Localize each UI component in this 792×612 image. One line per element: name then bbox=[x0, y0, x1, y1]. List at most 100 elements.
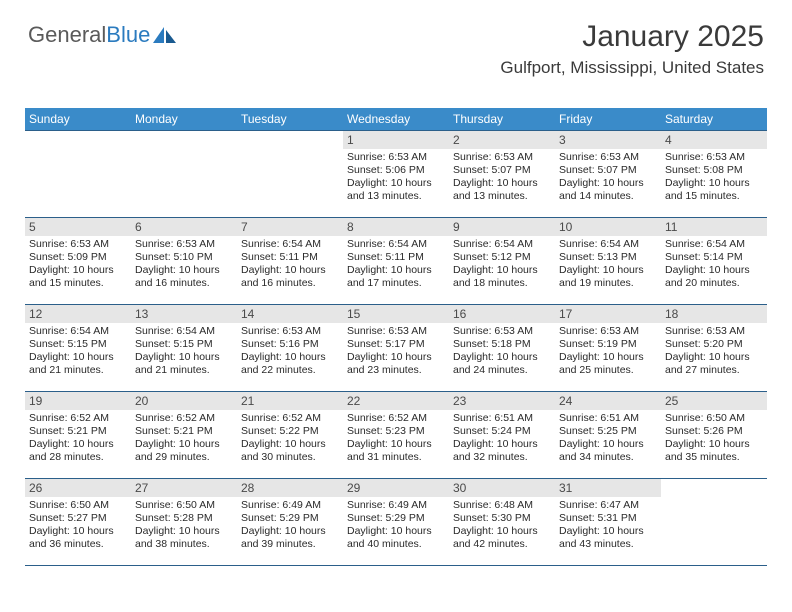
calendar-cell: 18Sunrise: 6:53 AMSunset: 5:20 PMDayligh… bbox=[661, 305, 767, 391]
sunrise-text: Sunrise: 6:54 AM bbox=[453, 238, 551, 251]
sunrise-text: Sunrise: 6:53 AM bbox=[559, 151, 657, 164]
day-number: 17 bbox=[555, 305, 661, 323]
day-details: Sunrise: 6:54 AMSunset: 5:14 PMDaylight:… bbox=[661, 236, 767, 297]
day-number: 31 bbox=[555, 479, 661, 497]
calendar-cell: 27Sunrise: 6:50 AMSunset: 5:28 PMDayligh… bbox=[131, 479, 237, 565]
day-header-sat: Saturday bbox=[661, 112, 767, 126]
day-number: 22 bbox=[343, 392, 449, 410]
day-number bbox=[25, 131, 131, 149]
calendar: Sunday Monday Tuesday Wednesday Thursday… bbox=[25, 108, 767, 566]
day-header-sun: Sunday bbox=[25, 112, 131, 126]
sunset-text: Sunset: 5:31 PM bbox=[559, 512, 657, 525]
day-number: 2 bbox=[449, 131, 555, 149]
sunrise-text: Sunrise: 6:47 AM bbox=[559, 499, 657, 512]
sunrise-text: Sunrise: 6:52 AM bbox=[347, 412, 445, 425]
sunrise-text: Sunrise: 6:53 AM bbox=[135, 238, 233, 251]
location-text: Gulfport, Mississippi, United States bbox=[500, 58, 764, 78]
day-number: 7 bbox=[237, 218, 343, 236]
sunrise-text: Sunrise: 6:54 AM bbox=[135, 325, 233, 338]
day-number: 9 bbox=[449, 218, 555, 236]
sunset-text: Sunset: 5:08 PM bbox=[665, 164, 763, 177]
sunset-text: Sunset: 5:25 PM bbox=[559, 425, 657, 438]
daylight-text: Daylight: 10 hours and 24 minutes. bbox=[453, 351, 551, 377]
day-details: Sunrise: 6:53 AMSunset: 5:08 PMDaylight:… bbox=[661, 149, 767, 210]
day-header-mon: Monday bbox=[131, 112, 237, 126]
calendar-week: 5Sunrise: 6:53 AMSunset: 5:09 PMDaylight… bbox=[25, 217, 767, 304]
sunrise-text: Sunrise: 6:48 AM bbox=[453, 499, 551, 512]
calendar-cell: 21Sunrise: 6:52 AMSunset: 5:22 PMDayligh… bbox=[237, 392, 343, 478]
sunset-text: Sunset: 5:16 PM bbox=[241, 338, 339, 351]
day-details: Sunrise: 6:53 AMSunset: 5:16 PMDaylight:… bbox=[237, 323, 343, 384]
day-details: Sunrise: 6:49 AMSunset: 5:29 PMDaylight:… bbox=[343, 497, 449, 558]
day-details: Sunrise: 6:52 AMSunset: 5:21 PMDaylight:… bbox=[131, 410, 237, 471]
sunset-text: Sunset: 5:23 PM bbox=[347, 425, 445, 438]
sunrise-text: Sunrise: 6:53 AM bbox=[665, 325, 763, 338]
day-details: Sunrise: 6:47 AMSunset: 5:31 PMDaylight:… bbox=[555, 497, 661, 558]
day-details: Sunrise: 6:53 AMSunset: 5:09 PMDaylight:… bbox=[25, 236, 131, 297]
calendar-cell: 5Sunrise: 6:53 AMSunset: 5:09 PMDaylight… bbox=[25, 218, 131, 304]
calendar-cell: 31Sunrise: 6:47 AMSunset: 5:31 PMDayligh… bbox=[555, 479, 661, 565]
day-header-fri: Friday bbox=[555, 112, 661, 126]
sunrise-text: Sunrise: 6:52 AM bbox=[135, 412, 233, 425]
sunrise-text: Sunrise: 6:50 AM bbox=[135, 499, 233, 512]
day-number: 28 bbox=[237, 479, 343, 497]
sunrise-text: Sunrise: 6:53 AM bbox=[665, 151, 763, 164]
sunrise-text: Sunrise: 6:53 AM bbox=[29, 238, 127, 251]
calendar-cell: 3Sunrise: 6:53 AMSunset: 5:07 PMDaylight… bbox=[555, 131, 661, 217]
sunset-text: Sunset: 5:29 PM bbox=[241, 512, 339, 525]
sunrise-text: Sunrise: 6:54 AM bbox=[29, 325, 127, 338]
daylight-text: Daylight: 10 hours and 36 minutes. bbox=[29, 525, 127, 551]
daylight-text: Daylight: 10 hours and 40 minutes. bbox=[347, 525, 445, 551]
sunset-text: Sunset: 5:18 PM bbox=[453, 338, 551, 351]
daylight-text: Daylight: 10 hours and 21 minutes. bbox=[29, 351, 127, 377]
daylight-text: Daylight: 10 hours and 39 minutes. bbox=[241, 525, 339, 551]
sunset-text: Sunset: 5:28 PM bbox=[135, 512, 233, 525]
day-number: 26 bbox=[25, 479, 131, 497]
calendar-cell: 15Sunrise: 6:53 AMSunset: 5:17 PMDayligh… bbox=[343, 305, 449, 391]
calendar-cell: 12Sunrise: 6:54 AMSunset: 5:15 PMDayligh… bbox=[25, 305, 131, 391]
calendar-cell: 11Sunrise: 6:54 AMSunset: 5:14 PMDayligh… bbox=[661, 218, 767, 304]
day-details: Sunrise: 6:54 AMSunset: 5:13 PMDaylight:… bbox=[555, 236, 661, 297]
sunrise-text: Sunrise: 6:52 AM bbox=[29, 412, 127, 425]
day-number: 4 bbox=[661, 131, 767, 149]
day-number: 21 bbox=[237, 392, 343, 410]
daylight-text: Daylight: 10 hours and 20 minutes. bbox=[665, 264, 763, 290]
sunset-text: Sunset: 5:07 PM bbox=[453, 164, 551, 177]
sunset-text: Sunset: 5:11 PM bbox=[241, 251, 339, 264]
day-number: 29 bbox=[343, 479, 449, 497]
day-number: 1 bbox=[343, 131, 449, 149]
calendar-cell bbox=[661, 479, 767, 565]
sunset-text: Sunset: 5:09 PM bbox=[29, 251, 127, 264]
daylight-text: Daylight: 10 hours and 32 minutes. bbox=[453, 438, 551, 464]
daylight-text: Daylight: 10 hours and 15 minutes. bbox=[29, 264, 127, 290]
sunset-text: Sunset: 5:12 PM bbox=[453, 251, 551, 264]
calendar-week: 12Sunrise: 6:54 AMSunset: 5:15 PMDayligh… bbox=[25, 304, 767, 391]
calendar-cell bbox=[25, 131, 131, 217]
calendar-week: 19Sunrise: 6:52 AMSunset: 5:21 PMDayligh… bbox=[25, 391, 767, 478]
day-details: Sunrise: 6:54 AMSunset: 5:11 PMDaylight:… bbox=[237, 236, 343, 297]
calendar-cell: 29Sunrise: 6:49 AMSunset: 5:29 PMDayligh… bbox=[343, 479, 449, 565]
calendar-cell: 30Sunrise: 6:48 AMSunset: 5:30 PMDayligh… bbox=[449, 479, 555, 565]
day-details: Sunrise: 6:54 AMSunset: 5:11 PMDaylight:… bbox=[343, 236, 449, 297]
day-details: Sunrise: 6:52 AMSunset: 5:21 PMDaylight:… bbox=[25, 410, 131, 471]
calendar-cell: 1Sunrise: 6:53 AMSunset: 5:06 PMDaylight… bbox=[343, 131, 449, 217]
day-number: 15 bbox=[343, 305, 449, 323]
daylight-text: Daylight: 10 hours and 17 minutes. bbox=[347, 264, 445, 290]
sunset-text: Sunset: 5:14 PM bbox=[665, 251, 763, 264]
day-number: 19 bbox=[25, 392, 131, 410]
day-details: Sunrise: 6:54 AMSunset: 5:12 PMDaylight:… bbox=[449, 236, 555, 297]
calendar-week: 26Sunrise: 6:50 AMSunset: 5:27 PMDayligh… bbox=[25, 478, 767, 566]
sunrise-text: Sunrise: 6:51 AM bbox=[453, 412, 551, 425]
sunset-text: Sunset: 5:22 PM bbox=[241, 425, 339, 438]
sunset-text: Sunset: 5:27 PM bbox=[29, 512, 127, 525]
sunset-text: Sunset: 5:15 PM bbox=[29, 338, 127, 351]
sunrise-text: Sunrise: 6:53 AM bbox=[241, 325, 339, 338]
daylight-text: Daylight: 10 hours and 29 minutes. bbox=[135, 438, 233, 464]
day-details: Sunrise: 6:53 AMSunset: 5:10 PMDaylight:… bbox=[131, 236, 237, 297]
day-details: Sunrise: 6:53 AMSunset: 5:17 PMDaylight:… bbox=[343, 323, 449, 384]
calendar-cell: 2Sunrise: 6:53 AMSunset: 5:07 PMDaylight… bbox=[449, 131, 555, 217]
sunset-text: Sunset: 5:06 PM bbox=[347, 164, 445, 177]
sunrise-text: Sunrise: 6:54 AM bbox=[241, 238, 339, 251]
daylight-text: Daylight: 10 hours and 22 minutes. bbox=[241, 351, 339, 377]
daylight-text: Daylight: 10 hours and 38 minutes. bbox=[135, 525, 233, 551]
